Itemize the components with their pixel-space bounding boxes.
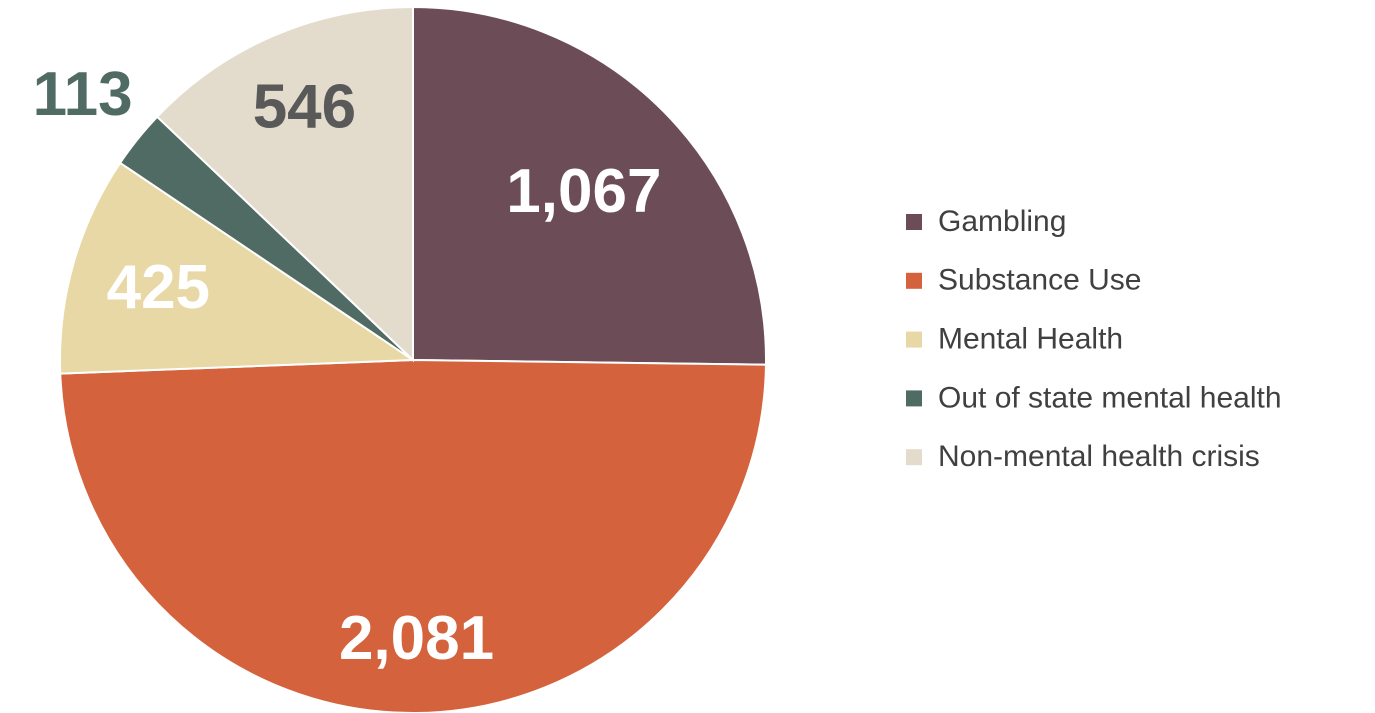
legend-label: Mental Health [938, 323, 1123, 356]
data-label: 1,067 [506, 157, 661, 226]
pie-slice [155, 5, 414, 363]
pie-slice [412, 5, 767, 366]
legend-swatch [906, 449, 922, 466]
pie-slice [59, 161, 417, 375]
legend-swatch [906, 390, 922, 407]
legend-label: Out of state mental health [938, 381, 1282, 414]
data-label: 113 [33, 60, 133, 129]
legend-label: Non-mental health crisis [938, 440, 1260, 473]
legend-swatch [906, 272, 922, 289]
legend-swatch [906, 331, 922, 348]
data-label: 425 [107, 253, 210, 322]
legend-swatch [906, 214, 922, 230]
data-label: 546 [253, 72, 356, 141]
legend-label: Gambling [938, 205, 1066, 238]
data-label: 2,081 [339, 604, 494, 673]
legend-label: Substance Use [938, 264, 1141, 297]
